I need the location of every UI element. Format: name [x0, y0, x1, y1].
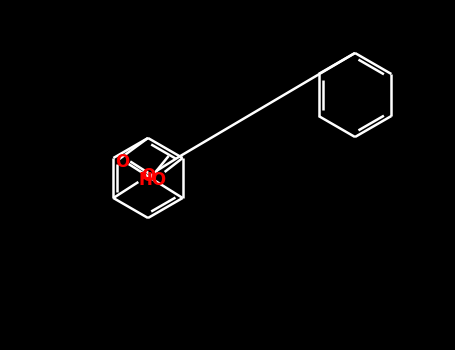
- Text: O: O: [116, 153, 130, 171]
- Text: O: O: [141, 167, 156, 185]
- Text: HO: HO: [139, 171, 167, 189]
